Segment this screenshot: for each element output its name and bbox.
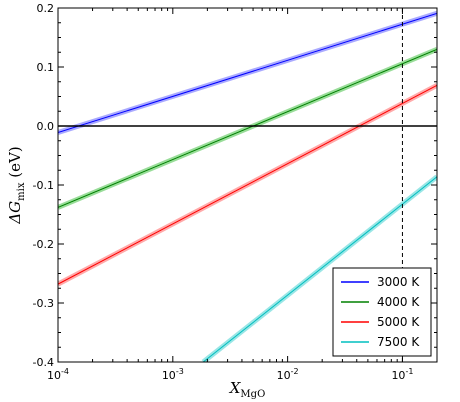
y-tick-label: -0.2 [33, 238, 54, 251]
series-line-4000-k [58, 48, 437, 208]
y-tick-label: -0.1 [33, 179, 54, 192]
y-axis-label-unit: (eV) [6, 146, 24, 182]
x-tick-label: 10-2 [277, 367, 299, 382]
series-line-3000-k [58, 12, 437, 133]
legend-label-5000-k: 5000 K [377, 315, 420, 329]
legend: 3000 K 4000 K 5000 K 7500 K [332, 267, 432, 357]
y-tick-label: 0.2 [37, 2, 55, 15]
x-axis-label: XMgO [229, 379, 266, 400]
axis-tick-labels: 0.2 0.1 0.0 -0.1 -0.2 -0.3 -0.410-4 10-3 10-2 10-… [33, 2, 414, 382]
x-axis-label-sub: MgO [240, 389, 265, 400]
y-tick-label: -0.3 [33, 297, 54, 310]
legend-label-7500-k: 7500 K [377, 335, 420, 349]
x-tick-label: 10-4 [47, 367, 69, 382]
series-lines [58, 12, 437, 362]
x-axis-label-base: X [229, 379, 242, 397]
y-axis-label: ΔGmix (eV) [6, 146, 27, 224]
series-line-5000-k [58, 84, 437, 285]
legend-label-3000-k: 3000 K [377, 275, 420, 289]
y-tick-label: 0.0 [37, 120, 55, 133]
x-tick-label: 10-1 [391, 367, 413, 382]
y-axis-label-base: ΔG [6, 201, 24, 225]
x-tick-label: 10-3 [162, 367, 184, 382]
y-tick-label: -0.4 [33, 356, 54, 369]
y-tick-label: 0.1 [37, 61, 55, 74]
legend-label-4000-k: 4000 K [377, 295, 420, 309]
y-axis-label-sub: mix [16, 182, 27, 201]
series-line-7500-k [202, 176, 437, 362]
plot-frame [57, 7, 438, 363]
